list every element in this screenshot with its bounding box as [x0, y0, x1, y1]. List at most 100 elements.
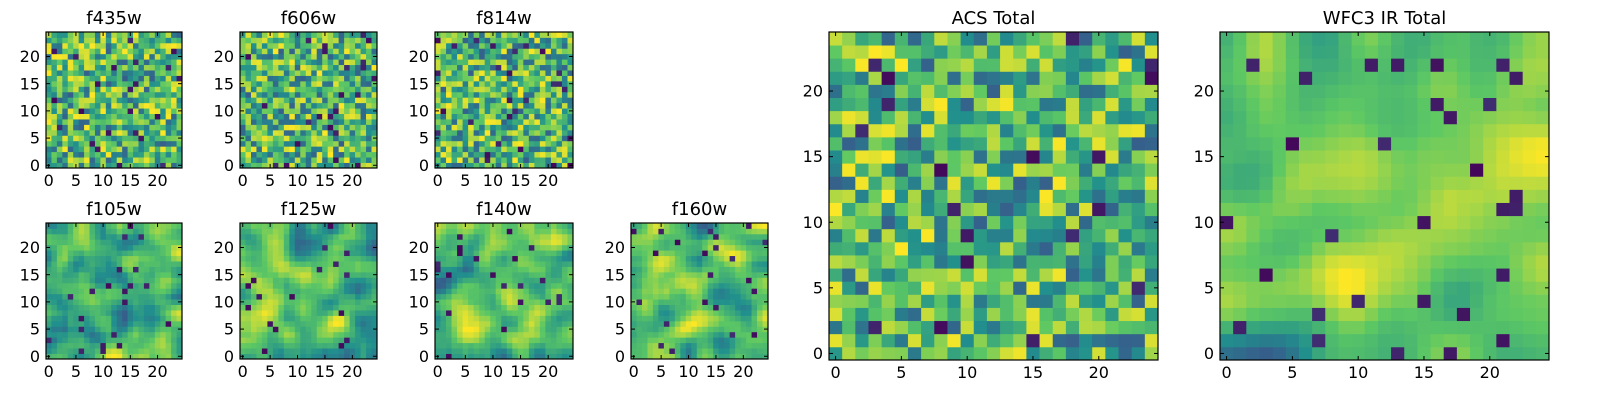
heatmap-cell — [333, 299, 340, 305]
heatmap-cell — [143, 119, 150, 125]
heatmap-cell — [127, 80, 134, 87]
heatmap-cell — [539, 70, 546, 76]
heatmap-cell — [468, 124, 475, 131]
heatmap-cell — [1131, 281, 1146, 295]
heatmap-cell — [440, 146, 447, 153]
heatmap-cell — [457, 255, 463, 262]
heatmap-cell — [133, 42, 139, 49]
heatmap-cell — [116, 255, 123, 262]
heatmap-cell — [311, 86, 318, 93]
heatmap-cell — [56, 119, 63, 125]
heatmap-cell — [451, 310, 458, 316]
heatmap-cell — [289, 315, 296, 322]
heatmap-cell — [1092, 346, 1106, 361]
heatmap-cell — [154, 70, 161, 76]
heatmap-cell — [457, 86, 463, 93]
heatmap-cell — [67, 48, 74, 55]
heatmap-cell — [495, 228, 502, 235]
heatmap-cell — [1052, 268, 1067, 282]
heatmap-cell — [111, 151, 118, 158]
heatmap-cell — [355, 70, 361, 76]
heatmap-cell — [1092, 255, 1106, 269]
heatmap-cell — [501, 59, 508, 66]
heatmap-cell — [567, 250, 574, 257]
heatmap-cell — [473, 64, 480, 71]
heatmap-cell — [468, 261, 475, 267]
heatmap-cell — [495, 282, 502, 289]
heatmap-cell — [473, 140, 480, 147]
heatmap-cell — [360, 129, 367, 136]
heatmap-cell — [718, 315, 725, 322]
heatmap-cell — [556, 250, 563, 257]
heatmap-cell — [545, 348, 552, 354]
heatmap-cell — [240, 233, 246, 240]
heatmap-cell — [523, 162, 530, 169]
heatmap-cell — [468, 59, 475, 66]
heatmap-cell — [327, 42, 334, 49]
heatmap-cell — [371, 59, 378, 66]
heatmap-cell — [868, 176, 883, 190]
heatmap-cell — [658, 277, 665, 284]
heatmap-cell — [435, 86, 441, 93]
heatmap-cell — [311, 266, 318, 273]
heatmap-cell — [338, 293, 345, 300]
heatmap-cell — [757, 255, 763, 262]
heatmap-cell — [322, 293, 329, 300]
heatmap-cell — [680, 223, 687, 229]
heatmap-cell — [680, 250, 687, 257]
heatmap-cell — [133, 233, 139, 240]
heatmap-cell — [46, 91, 52, 98]
heatmap-cell — [641, 223, 648, 229]
heatmap-cell — [462, 320, 469, 327]
heatmap-cell — [371, 277, 378, 284]
heatmap-cell — [1092, 320, 1106, 335]
heatmap-cell — [160, 151, 167, 158]
heatmap-cell — [100, 282, 107, 289]
heatmap-cell — [713, 261, 720, 267]
heatmap-cell — [829, 320, 843, 335]
heatmap-cell — [278, 102, 285, 109]
heatmap-cell — [663, 277, 670, 284]
heatmap-cell — [73, 271, 80, 278]
heatmap-cell — [122, 261, 128, 267]
heatmap-cell — [240, 320, 246, 327]
heatmap-cell — [322, 97, 329, 104]
heatmap-cell — [631, 282, 637, 289]
heatmap-cell — [360, 282, 367, 289]
x-tick-label: 15 — [315, 171, 335, 190]
heatmap-cell — [94, 146, 101, 153]
heatmap-cell — [534, 129, 541, 136]
heatmap-cell — [506, 140, 513, 147]
heatmap-cell — [484, 91, 491, 98]
heatmap-cell — [283, 233, 290, 240]
heatmap-cell — [534, 223, 541, 229]
heatmap-cell — [947, 189, 961, 203]
heatmap-cell — [855, 294, 869, 308]
heatmap-cell — [289, 277, 296, 284]
heatmap-cell — [735, 310, 741, 316]
heatmap-cell — [171, 326, 177, 333]
heatmap-cell — [100, 277, 107, 284]
heatmap-cell — [105, 113, 112, 120]
heatmap-cell — [78, 310, 85, 316]
heatmap-cell — [160, 80, 167, 87]
heatmap-cell — [473, 37, 480, 44]
heatmap-cell — [122, 86, 128, 93]
heatmap-cell — [539, 353, 546, 360]
heatmap-cell — [56, 326, 63, 333]
heatmap-cell — [1079, 346, 1093, 361]
heatmap-cell — [51, 299, 58, 305]
heatmap-cell — [300, 271, 307, 278]
heatmap-cell — [986, 268, 1001, 282]
heatmap-cell — [468, 102, 475, 109]
heatmap-cell — [539, 80, 546, 87]
heatmap-cell — [300, 42, 307, 49]
heatmap-cell — [696, 288, 703, 295]
heatmap-cell — [1144, 215, 1159, 230]
heatmap-cell — [240, 315, 246, 322]
heatmap-cell — [512, 266, 519, 273]
heatmap-cell — [62, 48, 69, 55]
heatmap-cell — [111, 304, 118, 311]
heatmap-cell — [556, 42, 563, 49]
heatmap-cell — [338, 32, 345, 38]
